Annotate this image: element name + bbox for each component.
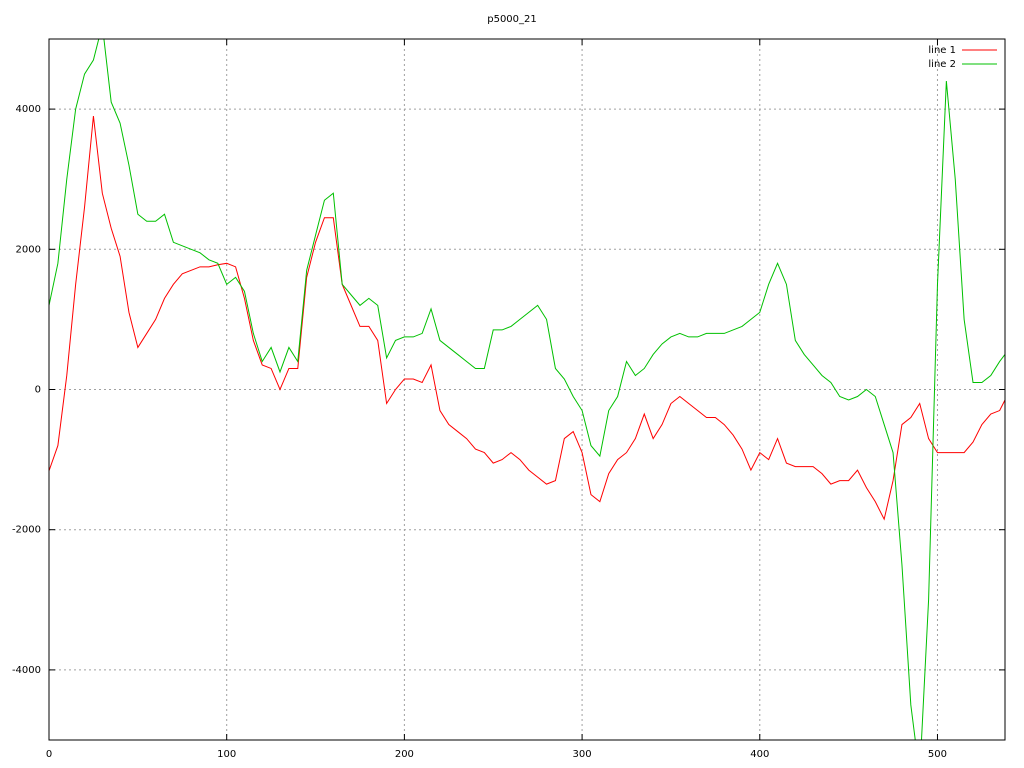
x-tick-label: 0 [46,749,52,760]
plot-area [49,39,1005,740]
x-tick-label: 500 [928,749,947,760]
y-tick-label: -2000 [12,525,41,536]
legend-label: line 1 [928,45,956,56]
y-tick-label: 2000 [16,244,41,255]
y-tick-label: -4000 [12,665,41,676]
x-tick-label: 100 [217,749,236,760]
y-tick-label: 4000 [16,104,41,115]
plot-border [48,38,1006,741]
x-tick-label: 300 [573,749,592,760]
x-tick-label: 400 [750,749,769,760]
data-line [49,116,1005,521]
chart-title: p5000_21 [487,14,537,25]
x-tick-label: 200 [395,749,414,760]
y-tick-label: 0 [35,385,41,396]
data-line [49,39,1005,740]
grid [48,39,1005,740]
legend-label: line 2 [928,59,956,70]
